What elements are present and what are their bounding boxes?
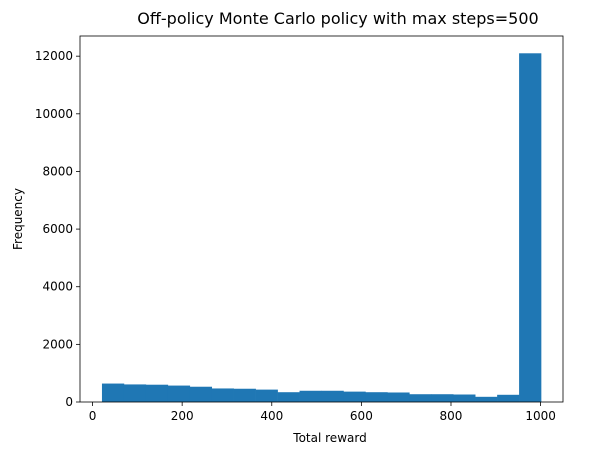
y-tick-label: 8000: [42, 164, 73, 178]
x-tick-label: 1000: [525, 409, 556, 423]
histogram-bar: [101, 383, 125, 402]
y-tick-label: 12000: [35, 49, 73, 63]
x-tick-label: 0: [89, 409, 97, 423]
y-tick-label: 0: [65, 395, 73, 409]
histogram-bar: [453, 394, 476, 402]
bars-group: [101, 53, 542, 402]
plot-frame: [79, 35, 564, 403]
y-tick-label: 6000: [42, 222, 73, 236]
histogram-bar: [211, 388, 234, 402]
y-tick-label: 10000: [35, 107, 73, 121]
y-tick-label: 4000: [42, 280, 73, 294]
histogram-bar: [167, 385, 191, 402]
histogram-bar: [255, 389, 278, 402]
y-axis-label: Frequency: [11, 188, 25, 250]
histogram-bar: [343, 391, 366, 402]
histogram-bar: [299, 390, 322, 402]
x-axis-ticks: 0 200 400 600 800 1000: [89, 402, 556, 423]
x-tick-label: 200: [171, 409, 194, 423]
histogram-bar: [145, 384, 169, 402]
x-tick-label: 400: [260, 409, 283, 423]
chart-title: Off-policy Monte Carlo policy with max s…: [137, 9, 538, 28]
histogram-bar: [497, 394, 520, 402]
y-tick-label: 2000: [42, 337, 73, 351]
histogram-bar: [431, 394, 454, 402]
histogram-bar: [123, 384, 147, 402]
histogram-bar: [321, 390, 344, 402]
histogram-bar: [233, 388, 256, 402]
histogram-bar: [387, 392, 410, 402]
x-axis-label: Total reward: [292, 431, 366, 445]
histogram-bar: [475, 396, 498, 402]
histogram-bar: [189, 386, 213, 402]
histogram-bar: [409, 394, 432, 402]
histogram-bar: [365, 392, 388, 402]
x-tick-label: 800: [440, 409, 463, 423]
histogram-bar: [519, 53, 542, 402]
x-tick-label: 600: [350, 409, 373, 423]
histogram-bar: [277, 392, 300, 402]
y-axis-ticks: 0 2000 4000 6000 8000 10000 12000: [35, 49, 80, 409]
